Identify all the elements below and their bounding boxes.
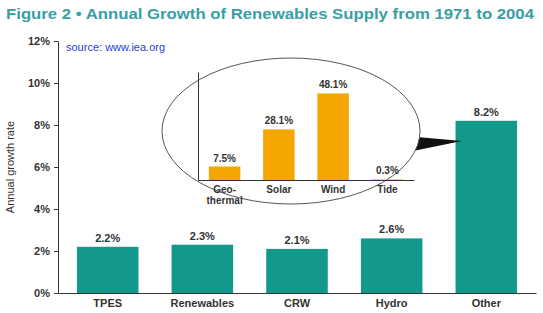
data-label: 8.2%	[474, 106, 499, 118]
x-tick-label: TPES	[93, 297, 122, 309]
y-tick-label: 2%	[34, 245, 50, 257]
data-label: 2.3%	[190, 230, 215, 242]
y-tick-label: 6%	[34, 161, 50, 173]
y-tick: 4%	[34, 203, 58, 215]
bar	[263, 129, 294, 180]
y-tick: 12%	[28, 35, 58, 47]
y-axis-line	[58, 42, 59, 294]
x-tick: Wind	[321, 180, 345, 195]
y-tick-mark	[54, 125, 58, 126]
x-tick: Other	[472, 293, 502, 309]
y-tick-mark	[54, 251, 58, 252]
annotation: source: www.iea.org	[66, 41, 165, 53]
y-tick: 8%	[34, 119, 58, 131]
x-tick: Solar	[266, 180, 291, 195]
x-tick: CRW	[284, 293, 311, 309]
x-tick: Hydro	[376, 293, 408, 309]
y-axis-title: Annual growth rate	[4, 121, 16, 213]
y-tick: 10%	[28, 77, 58, 89]
y-tick-label: 4%	[34, 203, 50, 215]
chart-0: Figure 2 • Annual Growth of Renewables S…	[4, 6, 537, 309]
chart-title: Figure 2 • Annual Growth of Renewables S…	[6, 6, 534, 22]
x-tick-label: Hydro	[376, 297, 408, 309]
y-axis: 0% 2% 4% 6% 8% 10% 12%	[28, 35, 59, 299]
y-tick-label: 10%	[28, 77, 50, 89]
data-label: 0.3%	[376, 165, 399, 176]
bar	[361, 238, 423, 293]
bar	[317, 93, 348, 180]
y-axis	[198, 73, 199, 181]
bar	[372, 179, 403, 180]
x-axis-line	[59, 293, 537, 294]
y-tick-label: 12%	[28, 35, 50, 47]
x-tick: TPES	[93, 293, 122, 309]
y-tick-mark	[54, 293, 58, 294]
y-tick: 0%	[34, 287, 58, 299]
y-tick: 2%	[34, 245, 58, 257]
data-label: 28.1%	[265, 115, 293, 126]
x-tick-label: Geo-thermal	[207, 184, 243, 206]
bar	[77, 247, 139, 293]
bar	[209, 167, 240, 181]
y-tick-label: 0%	[34, 287, 50, 299]
y-axis-line	[198, 73, 199, 181]
data-label: 2.2%	[95, 232, 120, 244]
y-tick-mark	[54, 83, 58, 84]
bar	[266, 249, 328, 293]
data-label: 7.5%	[213, 153, 236, 164]
bar	[456, 121, 518, 293]
data-label: 2.1%	[284, 234, 309, 246]
x-tick-label: Tide	[377, 184, 398, 195]
data-label: 2.6%	[379, 223, 404, 235]
y-tick-mark	[54, 167, 58, 168]
y-tick-mark	[54, 209, 58, 210]
bar	[172, 245, 234, 293]
x-tick: Renewables	[171, 293, 235, 309]
x-tick-label: Solar	[266, 184, 291, 195]
y-tick-label: 8%	[34, 119, 50, 131]
x-tick: Tide	[377, 180, 398, 195]
x-tick-label: Wind	[321, 184, 345, 195]
x-axis: Geo-thermal Solar Wind Tide	[199, 180, 415, 206]
x-axis: TPES Renewables CRW Hydro Other	[59, 293, 537, 309]
x-tick-label: CRW	[284, 297, 311, 309]
data-label: 48.1%	[319, 79, 347, 90]
x-tick: Geo-thermal	[207, 180, 243, 206]
inset-ellipse	[162, 58, 420, 204]
chart-1: Geo-thermal Solar Wind Tide 7.5% 28.1% 48.1% 0.…	[199, 73, 415, 207]
y-tick-mark	[54, 41, 58, 42]
data-labels: 7.5% 28.1% 48.1% 0.3%	[213, 79, 399, 176]
x-tick-label: Renewables	[171, 297, 235, 309]
x-axis-line	[199, 180, 415, 181]
y-tick: 6%	[34, 161, 58, 173]
chart-svg: Figure 2 • Annual Growth of Renewables S…	[0, 0, 543, 313]
x-tick-label: Other	[472, 297, 502, 309]
bars	[209, 93, 403, 180]
